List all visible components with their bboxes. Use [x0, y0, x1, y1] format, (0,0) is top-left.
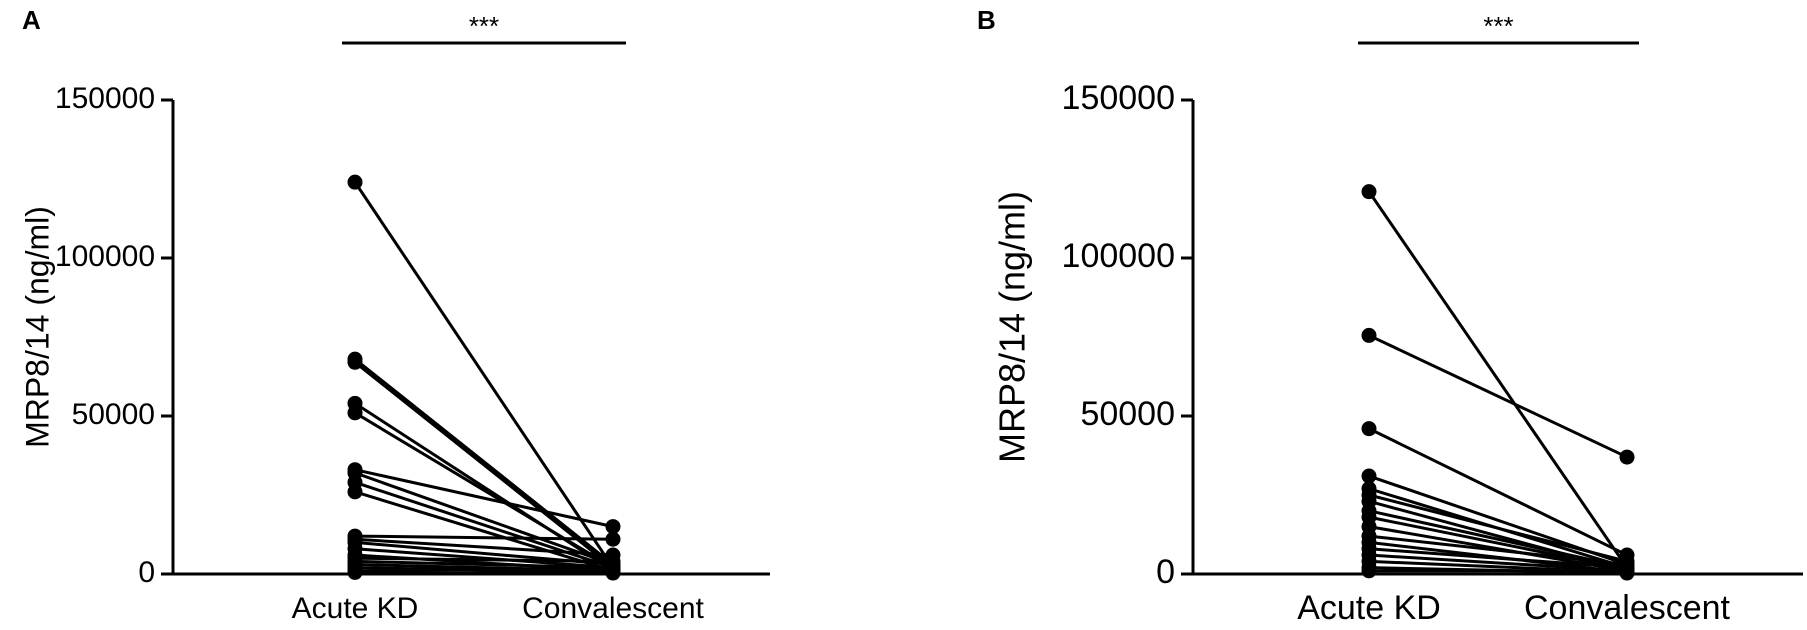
data-point: [1361, 327, 1377, 343]
significance: ***: [469, 11, 499, 41]
pair-line: [354, 556, 614, 563]
data-point: [1619, 563, 1635, 579]
data-point: [347, 174, 363, 190]
pair-line: [354, 563, 614, 573]
y-tick-label: 100000: [1062, 237, 1175, 275]
pair-line: [354, 471, 614, 566]
pair-line: [354, 537, 614, 557]
data-point: [1619, 449, 1635, 465]
panel-letter: A: [22, 5, 41, 35]
pair-line: [354, 547, 614, 570]
data-point: [347, 484, 363, 500]
data-point: [1361, 184, 1377, 200]
pair-line: [354, 411, 614, 569]
y-tick-label: 150000: [55, 82, 155, 115]
significance: ***: [1483, 11, 1513, 41]
pair-line: [1368, 493, 1628, 563]
pair-line: [354, 559, 614, 570]
pair-line: [1367, 190, 1629, 569]
x-tick-label: Acute KD: [292, 592, 419, 625]
data-point: [347, 564, 363, 580]
pair-line: [1368, 553, 1628, 573]
y-tick-label: 0: [1156, 553, 1175, 591]
y-tick-label: 150000: [1062, 79, 1175, 117]
data-point: [347, 405, 363, 421]
data-point: [605, 565, 621, 581]
y-tick-label: 100000: [55, 240, 155, 273]
pair-line: [354, 357, 614, 566]
y-axis-label: MRP8/14 (ng/ml): [992, 191, 1033, 463]
y-tick-label: 50000: [1080, 395, 1175, 433]
data-point: [347, 354, 363, 370]
pair-line: [1368, 427, 1628, 557]
pair-line: [353, 181, 615, 569]
y-tick-label: 50000: [72, 398, 155, 431]
pair-line: [354, 468, 614, 529]
data-point: [605, 531, 621, 547]
pair-line: [1368, 334, 1628, 459]
pair-line: [354, 570, 614, 575]
pair-line: [354, 534, 614, 541]
panel-letter: B: [977, 5, 996, 35]
data-point: [1361, 563, 1377, 579]
pair-line: [1368, 547, 1628, 570]
data-point: [1361, 421, 1377, 437]
y-axis-label: MRP8/14 (ng/ml): [19, 206, 55, 448]
data-point: [1361, 468, 1377, 484]
x-tick-label: Convalescent: [522, 592, 704, 625]
data-point: [605, 519, 621, 535]
pair-line: [354, 566, 614, 573]
pair-line: [1368, 534, 1628, 567]
pair-line: [354, 361, 614, 569]
y-tick-label: 0: [138, 556, 155, 589]
pair-line: [1368, 509, 1628, 570]
x-tick-label: Acute KD: [1297, 589, 1441, 627]
pair-line: [354, 490, 614, 573]
x-tick-label: Convalescent: [1524, 589, 1731, 627]
